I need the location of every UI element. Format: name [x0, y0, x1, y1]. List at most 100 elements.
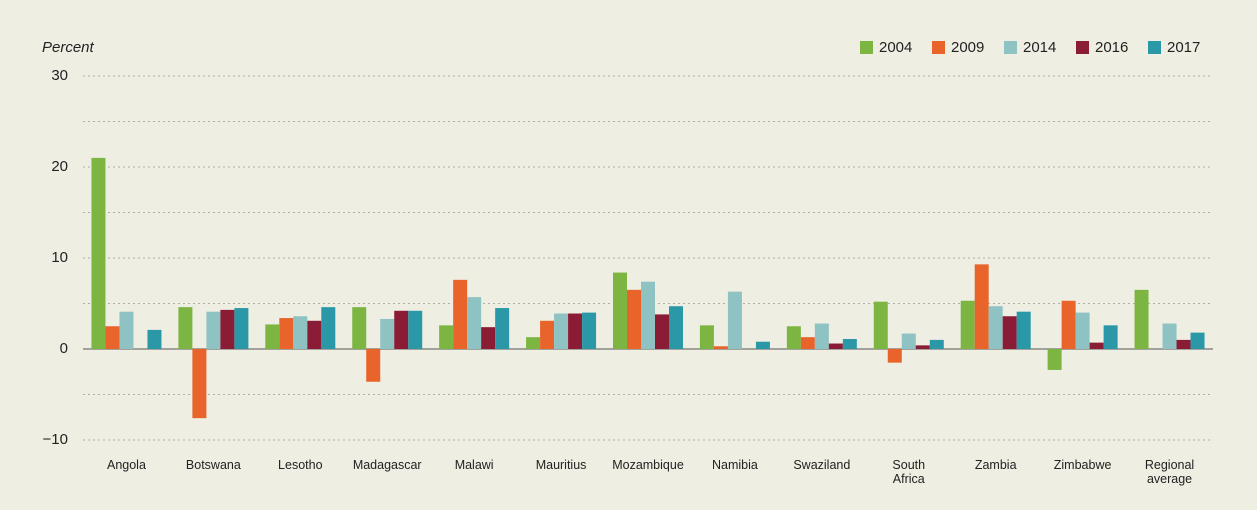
legend-swatch — [860, 41, 873, 54]
bar — [613, 272, 627, 349]
bar — [901, 333, 916, 349]
bar — [627, 289, 641, 349]
bar — [929, 339, 944, 349]
bar — [1016, 311, 1031, 349]
x-tick-label: Mauritius — [511, 458, 611, 472]
bar — [713, 346, 728, 349]
bar — [352, 307, 367, 349]
y-tick-label: 10 — [51, 249, 68, 266]
legend-label: 2004 — [879, 39, 912, 56]
bar — [540, 320, 555, 349]
bar — [234, 308, 249, 349]
bar — [265, 324, 280, 349]
bar — [1075, 312, 1090, 349]
x-tick-label: Namibia — [685, 458, 785, 472]
bar — [279, 318, 294, 349]
bar — [828, 343, 843, 349]
bar — [842, 338, 857, 349]
bar — [1134, 289, 1149, 349]
bar — [147, 329, 162, 349]
bar — [394, 310, 409, 349]
x-tick-text: Zambia — [974, 458, 1017, 472]
y-axis-label: Percent — [42, 39, 95, 56]
x-tick-label: Zimbabwe — [1033, 458, 1133, 472]
x-tick-label: Swaziland — [772, 458, 872, 472]
bar — [439, 325, 454, 349]
bar — [887, 349, 902, 363]
x-tick-text: Namibia — [711, 458, 758, 472]
x-tick-label: Madagascar — [337, 458, 437, 472]
bar — [814, 323, 829, 349]
y-tick-label: 30 — [51, 67, 68, 84]
bar — [380, 318, 395, 349]
x-tick-label: Angola — [76, 458, 176, 472]
bar — [873, 301, 888, 349]
x-tick-text: Mauritius — [535, 458, 587, 472]
bar — [178, 307, 193, 349]
x-tick-label: Regional average — [1120, 458, 1220, 486]
bar — [467, 297, 482, 349]
bar — [105, 326, 120, 349]
bar — [800, 337, 815, 349]
bar — [988, 306, 1003, 349]
bar — [91, 157, 106, 349]
bar — [568, 313, 583, 349]
legend-label: 2009 — [951, 39, 984, 56]
bar — [1176, 339, 1191, 349]
bar — [220, 309, 235, 349]
x-tick-text: Zimbabwe — [1053, 458, 1112, 472]
bar — [366, 349, 381, 382]
bar — [119, 311, 134, 349]
x-tick-text: Malawi — [454, 458, 494, 472]
legend-swatch — [1148, 41, 1161, 54]
bar — [786, 326, 801, 349]
bar — [321, 307, 336, 349]
x-tick-text: Angola — [106, 458, 146, 472]
bar — [481, 327, 496, 349]
bar — [1162, 323, 1177, 349]
y-tick-label: −10 — [43, 431, 68, 448]
bar — [453, 279, 468, 349]
bar — [192, 349, 207, 419]
legend-label: 2016 — [1095, 39, 1128, 56]
x-tick-text: Madagascar — [352, 458, 422, 472]
bar — [1089, 342, 1104, 349]
bar — [699, 325, 714, 349]
bar — [755, 341, 770, 349]
bar — [582, 312, 597, 349]
bar — [293, 316, 308, 349]
bar — [727, 291, 742, 349]
x-tick-label: South Africa — [859, 458, 959, 486]
bar — [554, 313, 569, 349]
legend-swatch — [1004, 41, 1017, 54]
bar — [1190, 332, 1205, 349]
bar — [206, 311, 221, 349]
bar — [655, 314, 669, 349]
y-tick-label: 20 — [51, 158, 68, 175]
x-tick-text: Swaziland — [793, 458, 851, 472]
x-tick-label: Mozambique — [598, 458, 698, 472]
bar — [641, 281, 655, 349]
x-tick-label: Zambia — [946, 458, 1046, 472]
x-tick-text: Lesotho — [278, 458, 323, 472]
legend-label: 2014 — [1023, 39, 1056, 56]
x-tick-text: Regional average — [1144, 458, 1195, 486]
bar — [915, 345, 930, 349]
bar — [669, 306, 683, 349]
bar — [526, 337, 541, 349]
y-tick-label: 0 — [60, 340, 68, 357]
bar — [307, 320, 322, 349]
x-tick-label: Lesotho — [250, 458, 350, 472]
bar — [1061, 300, 1076, 349]
x-tick-text: Botswana — [185, 458, 241, 472]
bar — [495, 308, 510, 349]
bar — [1047, 349, 1062, 370]
x-tick-label: Botswana — [163, 458, 263, 472]
bar — [1002, 316, 1017, 349]
legend-swatch — [1076, 41, 1089, 54]
bar — [408, 310, 423, 349]
bar — [1103, 325, 1118, 349]
x-tick-text: Mozambique — [612, 458, 684, 472]
